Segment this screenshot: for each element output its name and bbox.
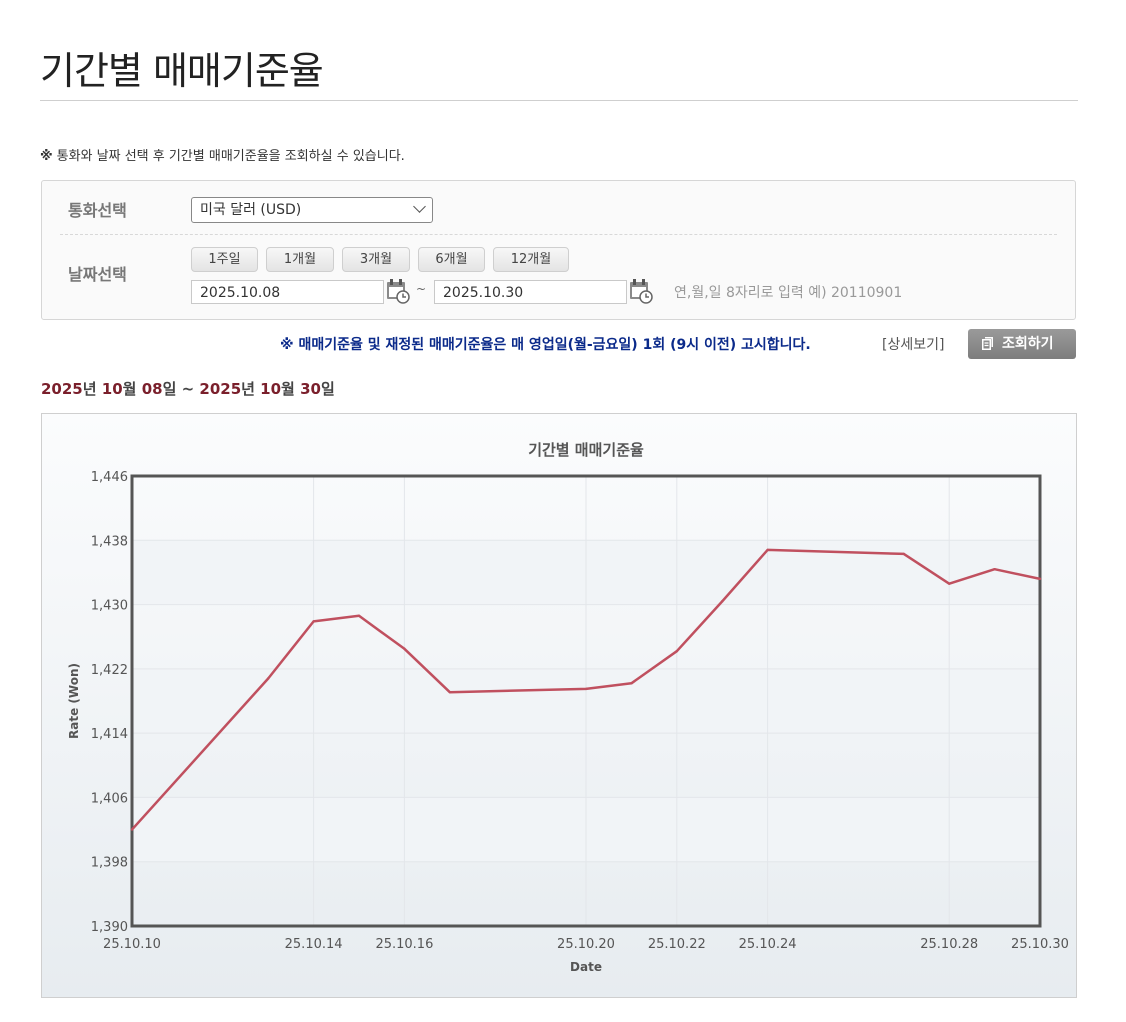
rate-chart-svg: 기간별 매매기준율 1,390 1,398 1,406 1,414 1,422 1,430…	[67, 441, 1069, 974]
range-day-unit: 일	[162, 380, 177, 398]
range-end-day: 30	[300, 380, 321, 398]
range-month-unit: 월	[122, 380, 142, 398]
currency-label: 통화선택	[68, 201, 127, 220]
period-1month-button[interactable]: 1개월	[266, 247, 334, 272]
y-tick-label: 1,430	[91, 599, 128, 614]
data-point	[902, 552, 905, 556]
start-date-input[interactable]: 2025.10.08	[191, 280, 384, 304]
data-point	[312, 620, 315, 623]
range-end-year: 2025	[199, 380, 242, 398]
period-12month-button[interactable]: 12개월	[493, 247, 569, 272]
end-date-input[interactable]: 2025.10.30	[434, 280, 627, 304]
data-point	[1038, 577, 1042, 581]
range-year-unit: 년	[241, 380, 261, 398]
data-point	[675, 649, 678, 653]
data-point	[267, 677, 270, 680]
x-tick-label: 25.10.16	[375, 937, 433, 952]
range-start-day: 08	[141, 380, 163, 398]
range-start-year: 2025	[41, 380, 83, 398]
y-tick-label: 1,422	[91, 663, 128, 678]
range-year-unit: 년	[82, 380, 102, 398]
publication-notice: ※ 매매기준율 및 재정된 매매기준율은 매 영업일(월-금요일) 1회 (9시…	[280, 337, 811, 353]
y-tick-label: 1,414	[91, 727, 128, 742]
data-point	[766, 548, 769, 552]
range-end-month: 10	[260, 380, 282, 398]
calendar-icon[interactable]	[628, 278, 654, 304]
x-tick-label: 25.10.28	[920, 937, 978, 952]
data-point	[130, 828, 134, 831]
calendar-icon[interactable]	[385, 278, 411, 304]
detail-link[interactable]: [상세보기]	[882, 337, 945, 353]
data-point	[721, 600, 724, 603]
y-axis-label: Rate (Won)	[67, 663, 81, 739]
range-month-unit: 월	[281, 380, 301, 398]
date-label: 날짜선택	[68, 265, 127, 284]
notice: ※ 통화와 날짜 선택 후 기간별 매매기준율을 조회하실 수 있습니다.	[40, 145, 405, 164]
y-tick-label: 1,446	[91, 470, 128, 485]
currency-select[interactable]: 미국 달러 (USD)	[191, 197, 433, 223]
y-tick-label: 1,406	[91, 791, 128, 806]
period-1week-button[interactable]: 1주일	[191, 247, 258, 272]
title-divider	[40, 100, 1078, 101]
period-3month-button[interactable]: 3개월	[342, 247, 410, 272]
currency-select-value: 미국 달러 (USD)	[200, 202, 302, 218]
data-point	[948, 582, 951, 585]
query-button[interactable]: 조회하기	[968, 329, 1076, 359]
range-start-month: 10	[101, 380, 123, 398]
data-point	[630, 682, 633, 685]
chart-title: 기간별 매매기준율	[528, 441, 644, 459]
row-divider	[60, 234, 1057, 235]
x-tick-label: 25.10.14	[285, 937, 343, 952]
data-point	[448, 690, 451, 694]
range-separator: ~	[176, 380, 200, 398]
y-tick-label: 1,398	[91, 856, 128, 871]
query-button-label: 조회하기	[1002, 336, 1054, 352]
data-point	[993, 568, 996, 571]
x-tick-label: 25.10.20	[557, 937, 615, 952]
chevron-down-icon	[413, 200, 426, 213]
date-range-label: 2025년 10월 08일 ~ 2025년 10월 30일	[41, 378, 335, 399]
date-format-hint: 연,월,일 8자리로 입력 예) 20110901	[674, 285, 903, 301]
x-tick-label: 25.10.24	[739, 937, 797, 952]
x-tick-label: 25.10.22	[648, 937, 706, 952]
range-day-unit: 일	[320, 380, 335, 398]
rate-chart: 기간별 매매기준율 1,390 1,398 1,406 1,414 1,422 1,430…	[41, 413, 1077, 998]
data-point	[403, 647, 406, 650]
plot-frame	[130, 474, 1042, 928]
y-tick-label: 1,438	[91, 534, 128, 549]
document-icon	[982, 337, 993, 350]
y-tick-label: 1,390	[91, 920, 128, 935]
search-panel: 통화선택 미국 달러 (USD) 날짜선택 1주일 1개월 3개월 6개월 12…	[41, 180, 1076, 320]
date-separator: ~	[416, 282, 427, 296]
data-point	[584, 687, 588, 691]
x-axis-label: Date	[570, 960, 602, 974]
page-title: 기간별 매매기준율	[40, 49, 324, 93]
period-6month-button[interactable]: 6개월	[418, 247, 485, 272]
notice-mark: ※	[40, 149, 53, 164]
x-tick-label: 25.10.10	[103, 937, 161, 952]
notice-text: 통화와 날짜 선택 후 기간별 매매기준율을 조회하실 수 있습니다.	[56, 149, 405, 164]
x-tick-label: 25.10.30	[1011, 937, 1069, 952]
data-point	[357, 614, 361, 618]
